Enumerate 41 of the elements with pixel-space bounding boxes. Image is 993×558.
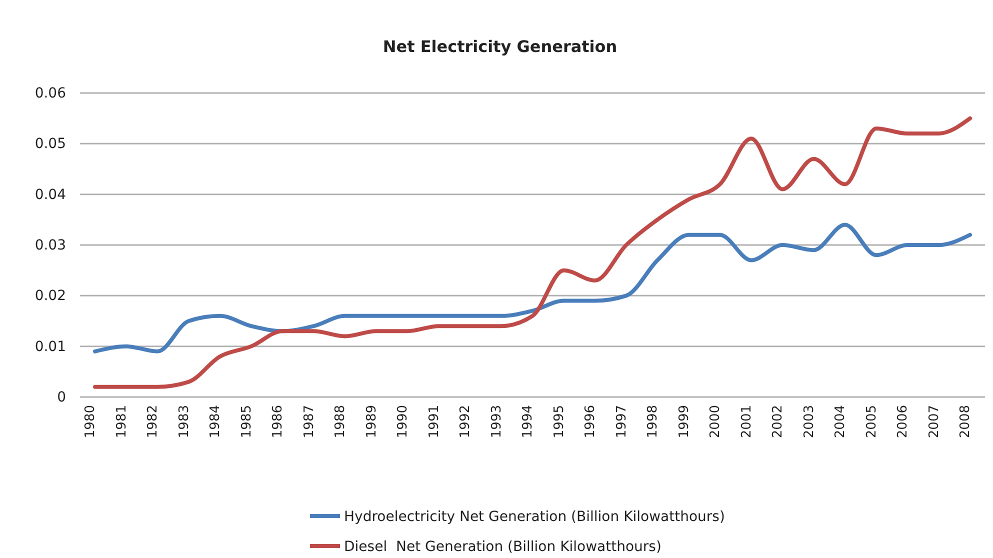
x-tick-label: 1981 [114, 405, 130, 438]
x-tick-label: 1999 [676, 405, 692, 438]
x-tick-label: 1990 [396, 405, 411, 438]
line-series [93, 222, 972, 354]
x-tick-label: 1992 [458, 405, 474, 438]
x-tick-label: 1996 [583, 405, 598, 438]
x-tick-label: 1980 [83, 405, 98, 438]
x-tick-label: 2008 [958, 405, 974, 438]
x-tick-label: 1984 [208, 405, 224, 438]
x-tick-label: 1998 [646, 405, 661, 438]
y-tick-label: 0.01 [34, 338, 66, 355]
x-tick-label: 1993 [489, 405, 504, 438]
y-tick-label: 0.05 [34, 136, 66, 152]
x-tick-label: 2007 [926, 405, 942, 438]
x-tick-label: 1982 [146, 405, 161, 438]
x-tick-label: 2000 [708, 405, 724, 438]
x-tick-label: 1991 [426, 405, 442, 438]
x-tick-label: 2003 [802, 405, 817, 438]
legend-label: Diesel Net Generation (Billion Kilowatthours) [344, 539, 662, 555]
y-tick-label: 0.03 [34, 237, 66, 254]
legend-label: Hydroelectricity Net Generation (Billion Kilowatthours) [344, 509, 725, 525]
y-tick-label: 0 [57, 389, 66, 406]
x-tick-label: 1997 [614, 405, 630, 438]
x-tick-label: 1987 [302, 405, 317, 438]
x-tick-label: 1988 [333, 405, 348, 438]
x-tick-label: 1986 [270, 405, 286, 438]
y-tick-label: 0.06 [34, 85, 66, 102]
x-tick-label: 1983 [176, 405, 192, 438]
x-tick-label: 2006 [896, 405, 911, 438]
x-tick-label: 1989 [364, 405, 380, 438]
x-tick-label: 2001 [739, 405, 754, 438]
x-tick-label: 2005 [864, 405, 880, 438]
x-tick-label: 1994 [520, 405, 536, 438]
chart-title: Net Electricity Generation [382, 37, 618, 56]
x-tick-label: 1985 [239, 405, 254, 438]
line-series [93, 116, 972, 389]
x-tick-label: 1995 [552, 405, 567, 438]
x-tick-label: 2004 [833, 405, 848, 438]
y-tick-label: 0.02 [34, 288, 66, 304]
y-tick-label: 0.04 [34, 186, 66, 203]
x-tick-label: 2002 [770, 405, 786, 438]
